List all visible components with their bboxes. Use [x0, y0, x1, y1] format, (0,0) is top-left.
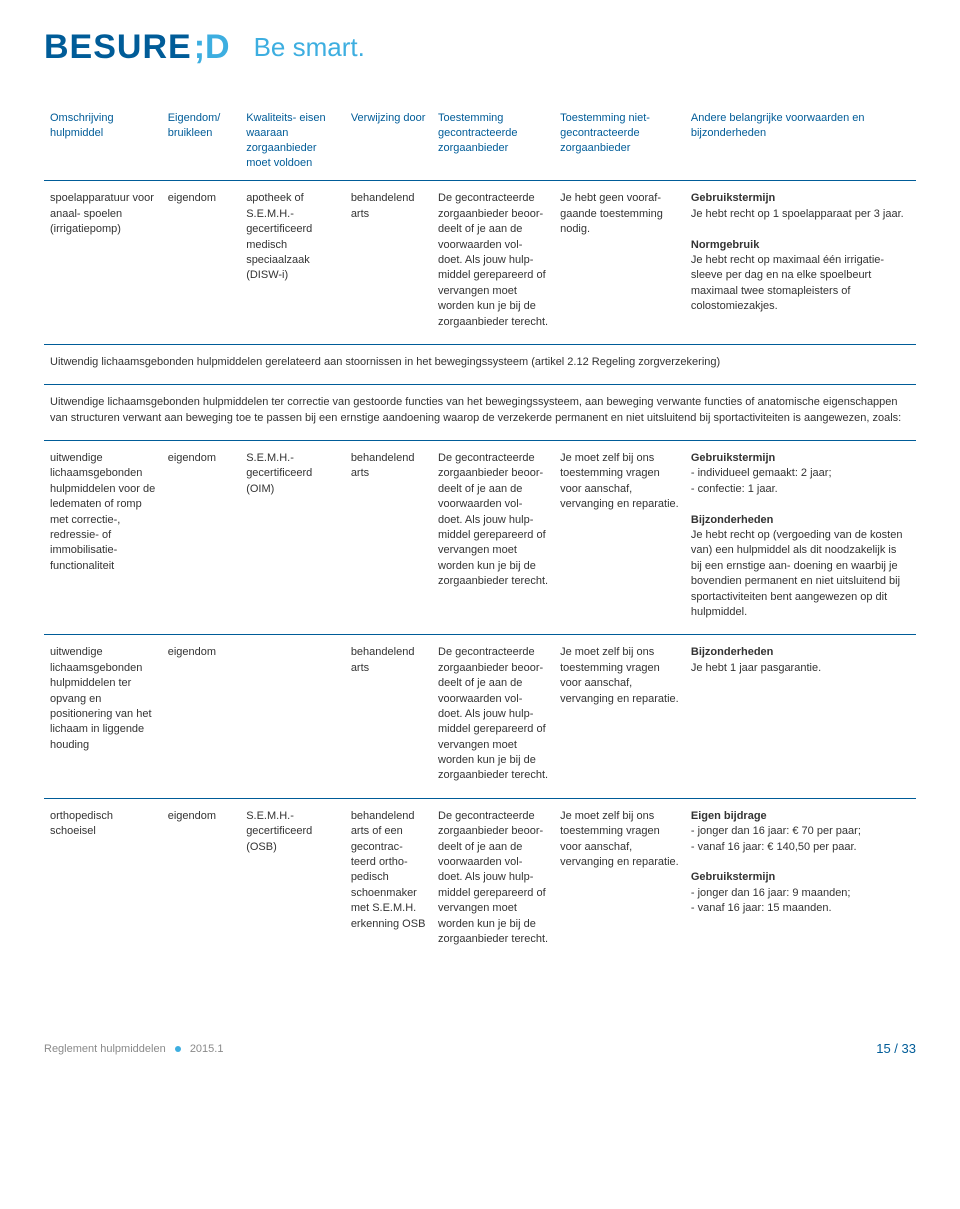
page-header: BESURE ;D Be smart.: [44, 28, 916, 67]
section-title: Uitwendig lichaamsgebonden hulpmiddelen …: [44, 344, 916, 384]
cell-eigendom: eigendom: [162, 441, 240, 635]
text: - confectie: 1 jaar.: [691, 483, 778, 495]
col-toestemming-niet-gecontracteerd: Toestemming niet-gecontracteerde zorgaan…: [554, 107, 685, 181]
label-bijzonderheden: Bijzonderheden: [691, 646, 774, 658]
section-header-row: Uitwendig lichaamsgebonden hulpmiddelen …: [44, 344, 916, 384]
cell-verwijzing: behandelend arts: [345, 635, 432, 799]
cell-voorwaarden: Bijzonderheden Je hebt 1 jaar pasgaranti…: [685, 635, 916, 799]
table-head: Omschrijving hulpmiddel Eigendom/ bruikl…: [44, 107, 916, 181]
table-row: orthopedisch schoeisel eigendom S.E.M.H.…: [44, 798, 916, 961]
text: Je hebt 1 jaar pasgarantie.: [691, 662, 821, 674]
logo-emoticon-icon: ;D: [194, 28, 230, 67]
col-omschrijving: Omschrijving hulpmiddel: [44, 107, 162, 181]
section-body: Uitwendige lichaamsgebonden hulpmiddelen…: [44, 385, 916, 441]
cell-omschrijving: spoelapparatuur voor anaal- spoelen (irr…: [44, 181, 162, 345]
cell-toestemming-ngc: Je moet zelf bij ons toestemming vragen …: [554, 798, 685, 961]
cell-voorwaarden: Gebruikstermijn Je hebt recht op 1 spoel…: [685, 181, 916, 345]
col-eigendom: Eigendom/ bruikleen: [162, 107, 240, 181]
cell-toestemming-ngc: Je moet zelf bij ons toestemming vragen …: [554, 635, 685, 799]
cell-eigendom: eigendom: [162, 181, 240, 345]
text: - jonger dan 16 jaar: € 70 per paar;: [691, 825, 861, 837]
cell-kwaliteit: [240, 635, 345, 799]
cell-voorwaarden: Eigen bijdrage - jonger dan 16 jaar: € 7…: [685, 798, 916, 961]
footer-left: Reglement hulpmiddelen 2015.1: [44, 1043, 223, 1055]
page-total: 33: [902, 1041, 916, 1056]
label-eigen-bijdrage: Eigen bijdrage: [691, 810, 767, 822]
section-body-row: Uitwendige lichaamsgebonden hulpmiddelen…: [44, 385, 916, 441]
cell-toestemming-gc: De gecontracteerde zorgaanbieder beoor- …: [432, 635, 554, 799]
label-bijzonderheden: Bijzonderheden: [691, 514, 774, 526]
cell-omschrijving: uitwendige lichaamsgebonden hulpmiddelen…: [44, 441, 162, 635]
cell-toestemming-gc: De gecontracteerde zorgaanbieder beoor- …: [432, 798, 554, 961]
text: Je hebt recht op maximaal één irrigatie-…: [691, 254, 884, 312]
label-gebruikstermijn: Gebruikstermijn: [691, 452, 775, 464]
footer-edition: 2015.1: [190, 1043, 224, 1055]
cell-eigendom: eigendom: [162, 798, 240, 961]
page-current: 15: [876, 1041, 890, 1056]
text: - individueel gemaakt: 2 jaar;: [691, 467, 832, 479]
footer-page: 15 / 33: [876, 1041, 916, 1056]
table-row: spoelapparatuur voor anaal- spoelen (irr…: [44, 181, 916, 345]
label-gebruikstermijn: Gebruikstermijn: [691, 871, 775, 883]
cell-toestemming-ngc: Je hebt geen vooraf- gaande toestemming …: [554, 181, 685, 345]
page-sep: /: [891, 1041, 902, 1056]
text: Je hebt recht op 1 spoelapparaat per 3 j…: [691, 208, 904, 220]
table-header-row: Omschrijving hulpmiddel Eigendom/ bruikl…: [44, 107, 916, 181]
col-verwijzing: Verwijzing door: [345, 107, 432, 181]
text: - jonger dan 16 jaar: 9 maanden;: [691, 887, 851, 899]
text: - vanaf 16 jaar: 15 maanden.: [691, 902, 832, 914]
col-toestemming-gecontracteerd: Toestemming gecontracteerde zorgaanbiede…: [432, 107, 554, 181]
slogan: Be smart.: [254, 32, 365, 63]
page-footer: Reglement hulpmiddelen 2015.1 15 / 33: [44, 1041, 916, 1056]
footer-doc-title: Reglement hulpmiddelen: [44, 1043, 166, 1055]
cell-kwaliteit: apotheek of S.E.M.H.- gecertificeerd med…: [240, 181, 345, 345]
logo: BESURE ;D: [44, 28, 230, 67]
cell-toestemming-gc: De gecontracteerde zorgaanbieder beoor- …: [432, 181, 554, 345]
table-row: uitwendige lichaamsgebonden hulpmiddelen…: [44, 635, 916, 799]
cell-toestemming-gc: De gecontracteerde zorgaanbieder beoor- …: [432, 441, 554, 635]
cell-omschrijving: uitwendige lichaamsgebonden hulpmiddelen…: [44, 635, 162, 799]
cell-toestemming-ngc: Je moet zelf bij ons toestemming vragen …: [554, 441, 685, 635]
cell-eigendom: eigendom: [162, 635, 240, 799]
text: Je hebt recht op (vergoeding van de kost…: [691, 529, 903, 618]
cell-kwaliteit: S.E.M.H.- gecertificeerd (OSB): [240, 798, 345, 961]
logo-main: BESURE: [44, 28, 192, 67]
col-kwaliteitseisen: Kwaliteits- eisen waaraan zorgaanbieder …: [240, 107, 345, 181]
text: - vanaf 16 jaar: € 140,50 per paar.: [691, 841, 857, 853]
cell-verwijzing: behandelend arts of een gecontrac- teerd…: [345, 798, 432, 961]
cell-verwijzing: behandelend arts: [345, 181, 432, 345]
label-gebruikstermijn: Gebruikstermijn: [691, 192, 775, 204]
cell-omschrijving: orthopedisch schoeisel: [44, 798, 162, 961]
cell-voorwaarden: Gebruikstermijn - individueel gemaakt: 2…: [685, 441, 916, 635]
dot-icon: [175, 1046, 181, 1052]
label-normgebruik: Normgebruik: [691, 239, 759, 251]
regulations-table: Omschrijving hulpmiddel Eigendom/ bruikl…: [44, 107, 916, 961]
cell-verwijzing: behandelend arts: [345, 441, 432, 635]
cell-kwaliteit: S.E.M.H.- gecertificeerd (OIM): [240, 441, 345, 635]
table-row: uitwendige lichaamsgebonden hulpmiddelen…: [44, 441, 916, 635]
col-voorwaarden: Andere belangrijke voorwaarden en bijzon…: [685, 107, 916, 181]
